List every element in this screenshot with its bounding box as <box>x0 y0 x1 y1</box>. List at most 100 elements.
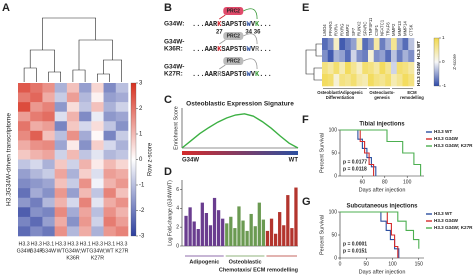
heatmap-cell <box>30 140 43 151</box>
column-label: H3.3 <box>116 241 127 247</box>
y-axis-label: Log Fold-change (G34W/WT) <box>167 180 173 246</box>
heatmap-cell <box>79 111 92 122</box>
column-label: K27R <box>115 248 128 254</box>
heatmap-cell <box>18 83 31 93</box>
heatmap-cell <box>373 62 380 75</box>
heatmap-cell <box>385 62 392 75</box>
heatmap-cell <box>42 197 55 208</box>
heatmap-cell <box>42 130 55 141</box>
bar <box>249 213 253 246</box>
heatmap-cell <box>103 226 117 237</box>
heatmap-cell <box>42 140 55 151</box>
heatmap-cell <box>103 92 117 103</box>
heatmap-cell <box>333 62 340 75</box>
bar <box>229 216 233 246</box>
heatmap-cell <box>66 226 80 237</box>
heatmap-cell <box>356 50 363 63</box>
sequence-part: ...AAR <box>192 71 218 79</box>
heatmap-cell <box>322 74 329 87</box>
colorbar-tick-label: 2 <box>139 106 143 112</box>
panel-letter: E <box>302 2 309 14</box>
enzyme-arrow <box>243 58 258 70</box>
heatmap-cell <box>42 169 55 179</box>
heatmap-cell <box>18 169 31 179</box>
sequence-label: G34W: <box>164 21 184 28</box>
heatmap-cell <box>373 38 380 51</box>
y-tick-label: 6 <box>176 187 179 193</box>
dendrogram-e <box>305 43 322 81</box>
heatmap-cell <box>103 149 117 160</box>
heatmap-cell <box>42 188 55 199</box>
heatmap-cell <box>345 50 352 63</box>
heatmap-cell <box>66 111 80 122</box>
survival-curve <box>340 211 399 258</box>
colorbar-tick-label: -1 <box>442 83 447 88</box>
heatmap-cell <box>368 62 375 75</box>
heatmap-cell <box>350 62 357 75</box>
sequence-part: V <box>251 21 256 29</box>
heatmap-cell <box>18 130 31 141</box>
colorbar-tick-label: 0 <box>139 157 143 163</box>
heatmap-cell <box>103 178 117 189</box>
p-value: p = 0.0001 <box>343 241 367 247</box>
dendrogram-a <box>23 17 122 82</box>
legend-label: H3.3 G34W; K27R <box>434 225 473 230</box>
legend-label: H3.3 WT <box>434 211 452 216</box>
heatmap-cell <box>327 38 334 51</box>
bar <box>294 187 298 246</box>
sequence-label: K36R: <box>164 46 183 53</box>
sequence-part: V <box>251 46 256 54</box>
heatmap-cell <box>385 74 392 87</box>
heatmap-cell <box>30 159 43 170</box>
column-label: WT <box>106 248 115 254</box>
survival-curve <box>340 211 420 249</box>
x-tick-label: 150 <box>415 261 424 267</box>
y-tick-label: 50 <box>331 150 337 156</box>
column-label: MMP2 <box>391 23 396 36</box>
heatmap-cell <box>79 178 92 189</box>
column-label: LMO4 <box>322 24 327 36</box>
heatmap-cell <box>339 74 346 87</box>
bar <box>241 220 245 246</box>
heatmap-cell <box>91 92 104 103</box>
y-tick-label: 0 <box>176 243 179 249</box>
heatmap-cell <box>103 207 117 218</box>
heatmap-cell <box>396 50 403 63</box>
panel-letter: D <box>164 166 172 178</box>
enrichment-curve <box>181 113 299 149</box>
heatmap-cell <box>18 149 31 160</box>
panel-letter: G <box>302 196 311 208</box>
heatmap-cell <box>18 140 31 151</box>
heatmap-cell <box>362 74 369 87</box>
heatmap-cell <box>66 83 80 93</box>
heatmap-cell <box>79 83 92 93</box>
heatmap-cell <box>115 102 129 112</box>
heatmap-cell <box>91 169 104 179</box>
heatmap-cell <box>30 102 43 112</box>
bar <box>208 225 213 246</box>
heatmap-cell <box>18 226 31 237</box>
bar <box>188 207 192 246</box>
heatmap-cell <box>379 50 386 63</box>
heatmap-cell <box>18 102 31 112</box>
column-label: H3.1 <box>80 241 91 247</box>
heatmap-cell <box>91 159 104 170</box>
heatmap-cell <box>356 62 363 75</box>
heatmap-cell <box>115 169 129 179</box>
heatmap-cell <box>18 197 31 208</box>
heatmap-cell <box>333 38 340 51</box>
heatmap-cell <box>402 62 409 75</box>
heatmap-cell <box>42 149 55 160</box>
bar <box>184 215 188 246</box>
bar <box>273 233 278 246</box>
heatmap-cell <box>18 92 31 103</box>
heatmap-cell <box>30 197 43 208</box>
heatmap-cell <box>103 216 117 227</box>
bar <box>200 202 204 246</box>
enzyme-arrow <box>243 33 258 45</box>
column-label: RUNX2 <box>357 21 362 36</box>
heatmap-cell <box>373 74 380 87</box>
chart-title: Tibial injections <box>359 122 405 128</box>
heatmap-cell <box>18 188 31 199</box>
heatmap-cell <box>356 74 363 87</box>
